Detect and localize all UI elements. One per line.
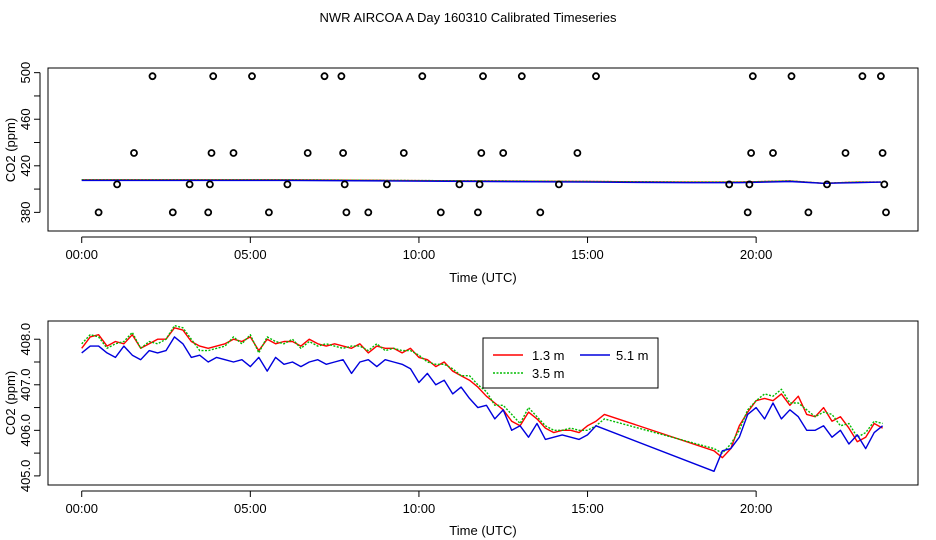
top-data-point: [339, 149, 348, 157]
top-y-tick-label: 380: [18, 202, 33, 224]
top-data-point: [185, 180, 194, 189]
top-data-point: [880, 180, 889, 189]
top-data-point: [841, 149, 850, 157]
top-data-point: [725, 180, 734, 189]
top-data-point: [878, 149, 887, 157]
top-data-point: [555, 180, 563, 189]
legend-label-3-5m: 3.5 m: [532, 366, 565, 381]
top-data-point: [769, 149, 777, 157]
top-data-point: [340, 180, 349, 189]
top-y-tick-label: 420: [18, 155, 33, 177]
top-data-point: [248, 72, 256, 81]
top-data-point: [205, 180, 214, 189]
top-panel-ylabel: CO2 (ppm): [3, 118, 18, 182]
top-data-point: [477, 149, 486, 157]
top-data-point: [399, 149, 408, 157]
legend-label-1-3m: 1.3 m: [532, 348, 565, 363]
top-x-tick-label: 15:00: [571, 247, 604, 262]
top-data-point: [337, 72, 346, 81]
bottom-y-tick-label: 406.0: [18, 414, 33, 447]
top-data-point: [748, 72, 757, 81]
top-data-point: [473, 208, 482, 217]
bottom-series-line-3-5-m: [81, 324, 883, 454]
top-data-point: [264, 208, 273, 217]
top-data-point: [204, 208, 213, 217]
top-data-point: [113, 180, 121, 189]
top-data-point: [573, 149, 582, 157]
bottom-panel-xlabel: Time (UTC): [449, 523, 516, 538]
top-data-point: [592, 72, 600, 81]
top-data-point: [475, 180, 484, 189]
legend-box: [482, 337, 659, 389]
top-data-point: [882, 208, 890, 217]
bottom-x-tick-label: 20:00: [740, 501, 773, 516]
top-data-point: [148, 72, 157, 81]
legend: 1.3 m 3.5 m 5.1 m: [482, 337, 659, 389]
top-panel-xlabel: Time (UTC): [449, 270, 516, 285]
top-data-point: [436, 208, 445, 217]
top-data-point: [747, 149, 755, 157]
top-data-point: [517, 72, 526, 81]
top-panel-frame: [47, 67, 919, 232]
top-data-point: [130, 149, 138, 157]
top-data-point: [229, 149, 238, 157]
top-data-point: [743, 208, 752, 217]
bottom-panel: 00:00 05:00 10:00 15:00 20:00 405.0 406.0 407.0…: [3, 320, 919, 538]
bottom-x-tick-label: 10:00: [403, 501, 436, 516]
top-data-point: [382, 180, 391, 189]
top-data-point: [804, 208, 813, 217]
top-data-point: [536, 208, 545, 217]
top-data-point: [320, 72, 329, 81]
top-x-tick-label: 20:00: [740, 247, 773, 262]
top-data-point: [455, 180, 464, 189]
legend-label-5-1m: 5.1 m: [616, 348, 649, 363]
top-data-point: [877, 72, 885, 81]
chart-title: NWR AIRCOA A Day 160310 Calibrated Times…: [320, 10, 617, 25]
bottom-x-tick-label: 05:00: [234, 501, 267, 516]
top-panel: 00:00 05:00 10:00 15:00 20:00 380 420 460 500 Ti…: [3, 62, 919, 285]
top-data-point: [209, 72, 218, 81]
top-data-point: [168, 208, 177, 217]
top-data-point: [342, 208, 351, 217]
bottom-y-tick-label: 407.0: [18, 369, 33, 402]
top-data-point: [364, 208, 373, 217]
bottom-panel-ylabel: CO2 (ppm): [3, 371, 18, 435]
top-data-point: [283, 180, 292, 189]
bottom-series-line-1-3-m: [81, 327, 883, 459]
top-data-point: [479, 72, 487, 81]
bottom-x-tick-label: 15:00: [571, 501, 604, 516]
top-x-tick-label: 05:00: [234, 247, 267, 262]
top-data-point: [858, 72, 867, 81]
top-data-point: [823, 180, 831, 189]
top-data-point: [499, 149, 508, 157]
top-data-point: [745, 180, 754, 189]
bottom-series-line-5-1-m: [81, 336, 884, 472]
top-data-point: [207, 149, 216, 157]
top-data-point: [303, 149, 312, 157]
top-data-point: [418, 72, 427, 81]
top-data-point: [787, 72, 796, 81]
bottom-x-tick-label: 00:00: [65, 501, 98, 516]
top-y-tick-label: 500: [18, 62, 33, 84]
top-x-tick-label: 00:00: [65, 247, 98, 262]
bottom-y-tick-label: 405.0: [18, 460, 33, 493]
top-y-tick-label: 460: [18, 108, 33, 130]
top-data-point: [94, 208, 103, 217]
top-x-tick-label: 10:00: [403, 247, 436, 262]
bottom-panel-frame: [47, 320, 919, 486]
bottom-y-tick-label: 408.0: [18, 323, 33, 356]
